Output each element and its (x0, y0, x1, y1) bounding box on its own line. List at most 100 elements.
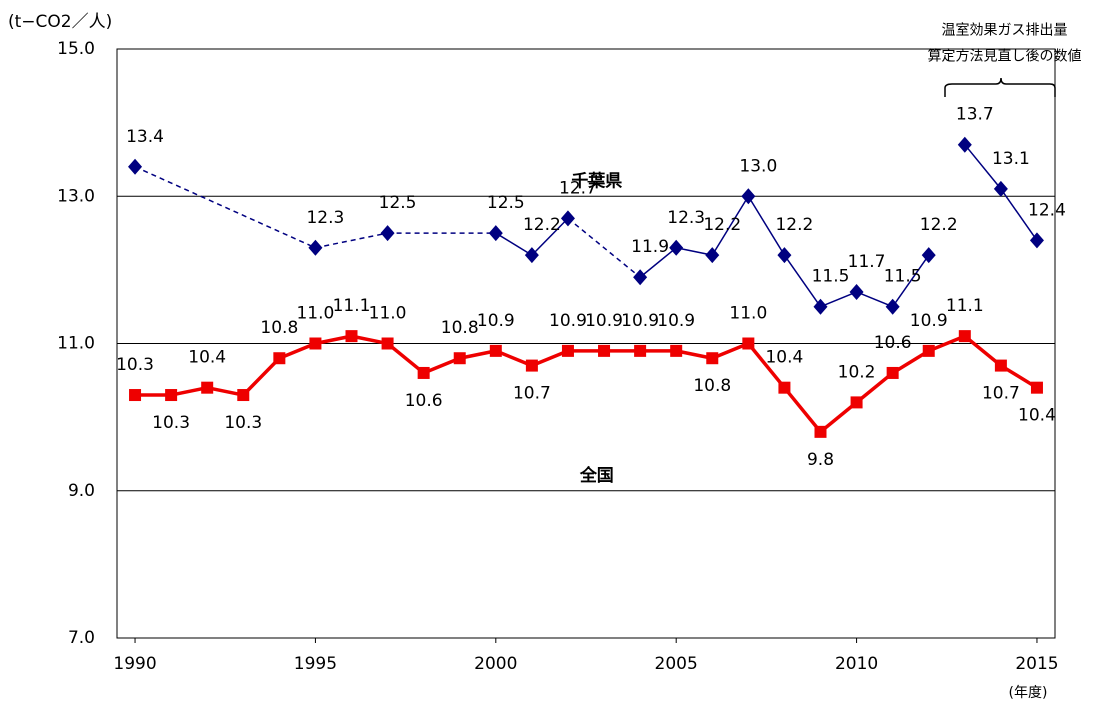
line-segment (999, 364, 1038, 390)
data-label: 10.9 (657, 311, 695, 331)
data-label: 11.0 (729, 304, 767, 324)
point (994, 359, 1007, 372)
annotation: 温室効果ガス排出量 (941, 22, 1067, 39)
line-segment (928, 334, 966, 353)
line-segment (711, 341, 750, 360)
point (453, 352, 466, 365)
point (345, 330, 358, 343)
line-segment (278, 341, 317, 360)
point (633, 269, 648, 286)
line-segment (639, 247, 677, 278)
data-label: 10.9 (585, 311, 623, 331)
data-label: 10.6 (874, 333, 912, 353)
data-label: 11.9 (631, 237, 669, 257)
line-segment (422, 356, 461, 375)
line-segment (351, 334, 388, 346)
x-tick-label: 2010 (835, 654, 878, 674)
point (1030, 381, 1043, 394)
x-tick-label: 1990 (113, 654, 156, 674)
data-label: 10.9 (910, 311, 948, 331)
line-segment (459, 349, 497, 360)
y-tick-label: 13.0 (57, 186, 95, 206)
data-label: 10.4 (765, 348, 803, 368)
data-label: 10.3 (224, 413, 262, 433)
data-label: 9.8 (807, 450, 834, 470)
line-segment (892, 254, 930, 308)
data-label: 11.1 (946, 296, 984, 316)
data-label: 13.4 (126, 127, 164, 147)
line-segment (242, 357, 281, 397)
line-segment (567, 217, 641, 278)
line-segment (386, 342, 425, 375)
data-label: 12.5 (487, 193, 525, 213)
point (165, 389, 178, 402)
point (417, 366, 430, 379)
point (706, 352, 719, 365)
line-segment (675, 349, 713, 360)
point (128, 158, 143, 175)
point (525, 359, 538, 372)
data-label: 12.7 (559, 178, 597, 198)
data-label: 10.9 (621, 311, 659, 331)
line-segment (746, 342, 786, 389)
line-segment (783, 386, 822, 433)
point (237, 389, 250, 402)
x-tick-label: 2015 (1015, 654, 1058, 674)
point (741, 188, 756, 205)
line-segment (820, 291, 857, 308)
y-tick-label: 7.0 (68, 628, 95, 648)
data-label: 11.5 (884, 267, 922, 287)
point (129, 389, 142, 402)
point (958, 330, 971, 343)
data-label: 12.2 (703, 215, 741, 235)
point (201, 381, 214, 394)
data-label: 10.4 (188, 348, 226, 368)
line-segment (206, 385, 244, 397)
line-segment (531, 349, 569, 368)
point (308, 239, 323, 256)
data-label: 11.1 (333, 296, 371, 316)
line-segment (819, 401, 858, 434)
data-label: 12.4 (1028, 200, 1066, 220)
data-label: 10.9 (549, 311, 587, 331)
data-label: 13.7 (956, 105, 994, 125)
data-label: 13.0 (739, 156, 777, 176)
line-segment (134, 166, 316, 249)
point (560, 210, 575, 227)
point (921, 247, 936, 264)
line-segment (495, 232, 533, 256)
data-label: 10.8 (693, 376, 731, 396)
point (380, 225, 395, 242)
line-segment (856, 291, 893, 308)
point (598, 344, 611, 357)
line-segment (170, 385, 208, 397)
data-label: 10.8 (260, 318, 298, 338)
data-label: 10.7 (982, 384, 1020, 404)
point (922, 344, 935, 357)
point (1029, 232, 1044, 249)
x-axis-label: (年度) (1009, 685, 1048, 701)
data-label: 12.2 (920, 215, 958, 235)
data-label: 11.0 (369, 304, 407, 324)
data-label: 10.8 (441, 318, 479, 338)
line-segment (891, 349, 930, 375)
line-segment (315, 232, 388, 249)
data-label: 12.3 (667, 208, 705, 228)
brace (944, 77, 1056, 97)
point (813, 298, 828, 315)
line-segment (315, 334, 352, 346)
y-axis-label: (t−CO2／人) (8, 12, 112, 32)
line-segment (676, 247, 713, 256)
annotation: 算定方法見直し後の数値 (927, 47, 1081, 64)
line-segment (747, 195, 786, 256)
annotation: 千葉県 (571, 171, 622, 192)
point (777, 247, 792, 264)
data-label: 12.2 (775, 215, 813, 235)
point (849, 283, 864, 300)
data-label: 10.9 (477, 311, 515, 331)
line-segment (963, 334, 1002, 367)
data-label: 10.3 (116, 355, 154, 375)
point (993, 180, 1008, 197)
data-label: 11.7 (848, 252, 886, 272)
